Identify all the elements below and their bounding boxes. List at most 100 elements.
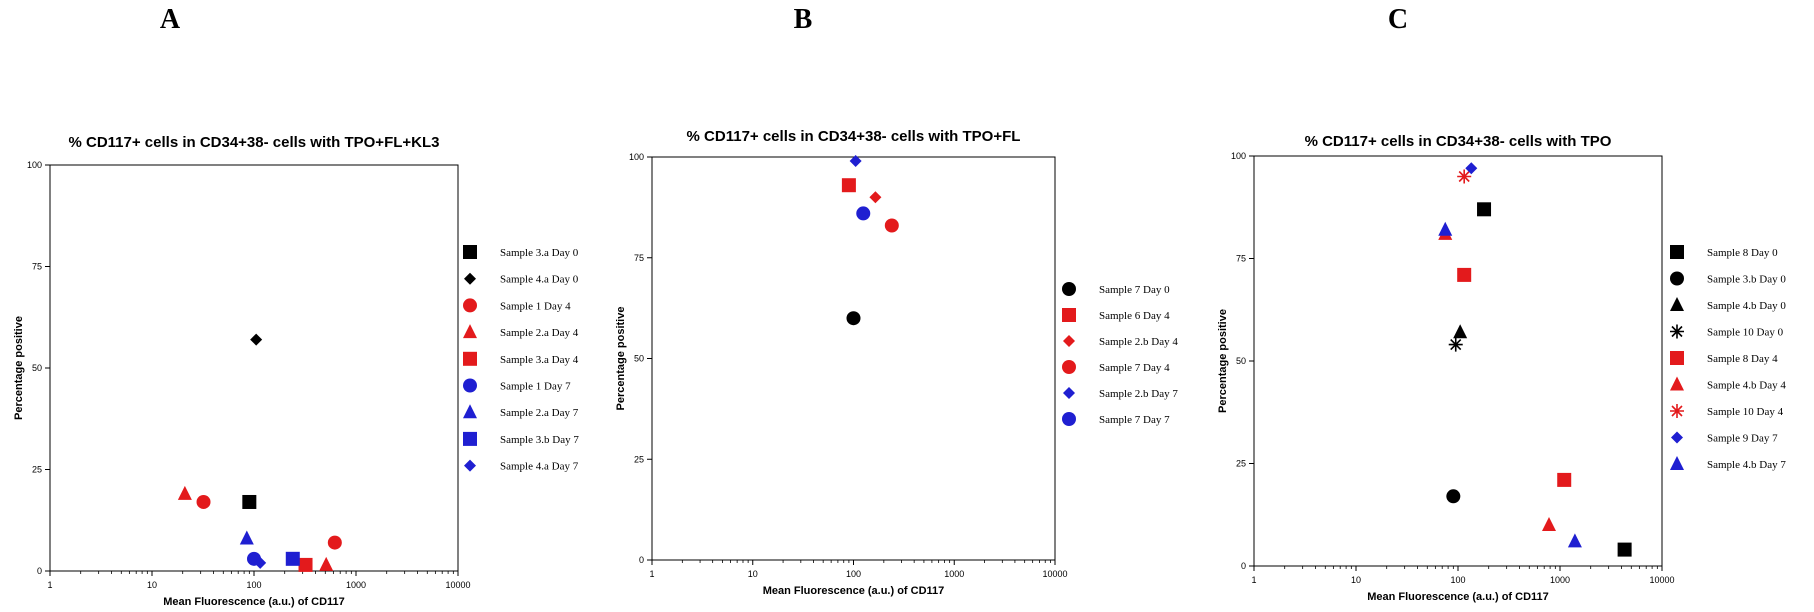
- legend-marker: [1670, 456, 1684, 470]
- x-tick-label: 10000: [1649, 575, 1674, 585]
- chart-title: % CD117+ cells in CD34+38- cells with TP…: [69, 134, 440, 151]
- y-tick-label: 75: [634, 253, 644, 263]
- x-tick-label: 10: [1351, 575, 1361, 585]
- data-point: [856, 206, 871, 221]
- legend-label: Sample 10 Day 4: [1707, 406, 1784, 418]
- data-point: [1541, 517, 1556, 531]
- legend-marker: [1062, 412, 1076, 426]
- data-point: [1617, 542, 1632, 557]
- y-axis-label: Percentage positive: [615, 307, 627, 411]
- plot-frame: [49, 164, 459, 572]
- data-point: [1465, 162, 1478, 175]
- data-point: [1567, 533, 1582, 548]
- y-axis-label: Percentage positive: [1217, 309, 1229, 413]
- legend-label: Sample 3.a Day 0: [500, 247, 579, 259]
- plot-frame: [1253, 155, 1663, 567]
- x-tick-label: 10: [748, 569, 758, 579]
- legend-label: Sample 2.b Day 7: [1099, 388, 1178, 400]
- legend-label: Sample 4.b Day 0: [1707, 300, 1786, 312]
- chart-panel-3: C % CD117+ cells in CD34+38- cells with T…: [1217, 4, 1786, 603]
- x-tick-label: 1000: [346, 580, 366, 590]
- chart-title: % CD117+ cells in CD34+38- cells with TP…: [1305, 133, 1612, 150]
- legend-marker: [463, 324, 477, 339]
- legend-label: Sample 7 Day 7: [1099, 414, 1170, 426]
- y-tick-label: 25: [32, 465, 42, 475]
- x-tick-label: 1: [1251, 575, 1256, 585]
- legend-label: Sample 3.a Day 4: [500, 354, 579, 366]
- data-point: [298, 557, 313, 572]
- legend-marker: [1670, 351, 1684, 365]
- data-point: [239, 530, 254, 545]
- panel-letter: A: [160, 4, 181, 35]
- x-axis-label: Mean Fluorescence (a.u.) of CD117: [163, 596, 345, 608]
- y-tick-label: 0: [1241, 561, 1246, 571]
- data-point: [1477, 202, 1492, 217]
- data-point: [327, 535, 342, 550]
- panel-letter: C: [1388, 4, 1408, 35]
- legend-marker: [463, 298, 477, 313]
- data-point: [250, 333, 263, 346]
- legend-label: Sample 2.a Day 4: [500, 327, 579, 339]
- data-point: [1457, 169, 1472, 184]
- data-point: [1446, 489, 1461, 504]
- legend-marker: [463, 378, 477, 393]
- y-tick-label: 50: [634, 354, 644, 364]
- legend-label: Sample 7 Day 0: [1099, 284, 1170, 296]
- x-tick-label: 1000: [944, 569, 964, 579]
- legend-label: Sample 10 Day 0: [1707, 327, 1784, 339]
- chart-panel-1: A % CD117+ cells in CD34+38- cells with T…: [13, 4, 579, 608]
- data-point: [1438, 221, 1453, 236]
- data-point: [319, 556, 334, 571]
- legend-marker: [1671, 431, 1683, 444]
- legend-marker: [1670, 271, 1684, 286]
- x-tick-label: 10000: [1042, 569, 1067, 579]
- legend-label: Sample 1 Day 7: [500, 381, 571, 393]
- x-tick-label: 10: [147, 580, 157, 590]
- x-tick-label: 10000: [445, 580, 470, 590]
- legend-label: Sample 3.b Day 7: [500, 434, 579, 446]
- y-tick-label: 100: [629, 152, 644, 162]
- data-point: [1448, 337, 1463, 352]
- legend-label: Sample 8 Day 4: [1707, 353, 1778, 365]
- x-tick-label: 1: [649, 569, 654, 579]
- y-tick-label: 100: [27, 160, 42, 170]
- data-point: [884, 218, 899, 233]
- y-tick-label: 0: [37, 566, 42, 576]
- legend-label: Sample 4.a Day 7: [500, 461, 579, 473]
- data-point: [285, 551, 300, 566]
- legend-marker: [1063, 387, 1075, 399]
- y-tick-label: 75: [1236, 254, 1246, 264]
- data-point: [846, 311, 861, 326]
- data-point: [242, 494, 257, 509]
- legend-marker: [1670, 245, 1684, 259]
- y-tick-label: 0: [639, 555, 644, 565]
- panel-letter: B: [794, 4, 813, 35]
- legend-marker: [1670, 297, 1684, 311]
- data-point: [1557, 472, 1572, 487]
- chart-panel-2: B % CD117+ cells in CD34+38- cells with T…: [615, 4, 1178, 597]
- legend-label: Sample 8 Day 0: [1707, 247, 1778, 259]
- x-tick-label: 1000: [1550, 575, 1570, 585]
- data-point: [196, 494, 211, 509]
- legend-label: Sample 3.b Day 0: [1707, 274, 1786, 286]
- y-tick-label: 25: [1236, 459, 1246, 469]
- legend-label: Sample 4.b Day 7: [1707, 459, 1786, 471]
- data-point: [869, 191, 882, 204]
- data-point: [841, 178, 856, 193]
- legend-label: Sample 2.b Day 4: [1099, 336, 1178, 348]
- legend-label: Sample 4.b Day 4: [1707, 380, 1786, 392]
- data-point: [254, 556, 267, 569]
- legend-marker: [1670, 376, 1684, 391]
- legend-marker: [1062, 308, 1076, 322]
- x-tick-label: 1: [47, 580, 52, 590]
- legend-marker: [1062, 282, 1076, 296]
- x-axis-label: Mean Fluorescence (a.u.) of CD117: [1367, 591, 1549, 603]
- y-tick-label: 50: [32, 363, 42, 373]
- legend-label: Sample 7 Day 4: [1099, 362, 1170, 374]
- legend-marker: [463, 404, 477, 419]
- legend-marker: [463, 351, 477, 366]
- x-tick-label: 100: [246, 580, 261, 590]
- y-tick-label: 100: [1231, 151, 1246, 161]
- x-tick-label: 100: [846, 569, 861, 579]
